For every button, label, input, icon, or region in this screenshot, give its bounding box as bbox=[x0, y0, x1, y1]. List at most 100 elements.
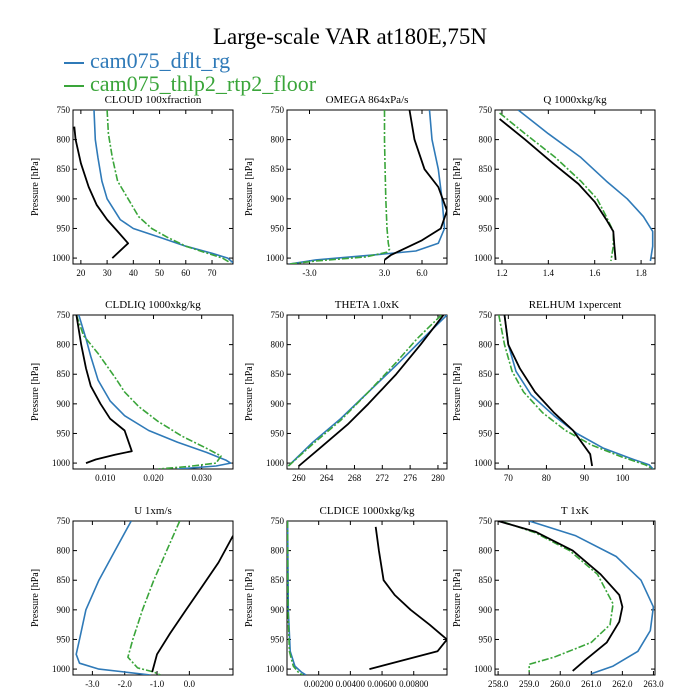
legend-swatch-thlp2 bbox=[64, 84, 84, 87]
y-tick-label: 750 bbox=[271, 516, 285, 526]
y-tick-label: 1000 bbox=[52, 253, 71, 263]
y-tick-label: 800 bbox=[479, 340, 493, 350]
legend-item-dflt: cam075_dflt_rg bbox=[64, 50, 230, 72]
series-line-dflt bbox=[93, 110, 233, 264]
x-tick-label: 264 bbox=[320, 473, 334, 483]
series-line-dflt bbox=[517, 110, 654, 262]
plot-frame bbox=[494, 520, 656, 676]
y-tick-label: 750 bbox=[479, 105, 493, 115]
chart-panel-7: U 1xm/s Pressure [hPa] 750 800 850 900 950 1000… bbox=[30, 505, 234, 689]
x-tick-label: 40 bbox=[129, 268, 139, 278]
x-tick-label: 0.00400 bbox=[336, 679, 366, 689]
y-tick-label: 800 bbox=[271, 340, 285, 350]
series-line-dflt bbox=[289, 110, 446, 264]
y-tick-label: 750 bbox=[57, 105, 71, 115]
plot-frame bbox=[494, 109, 656, 265]
y-axis-label: Pressure [hPa] bbox=[30, 158, 41, 216]
y-tick-label: 750 bbox=[271, 310, 285, 320]
series-line-dflt bbox=[78, 315, 232, 469]
x-tick-label: 260 bbox=[292, 473, 306, 483]
y-axis-label: Pressure [hPa] bbox=[452, 158, 463, 216]
legend-label-dflt: cam075_dflt_rg bbox=[90, 48, 231, 73]
y-axis-label: Pressure [hPa] bbox=[30, 569, 41, 627]
y-tick-label: 950 bbox=[271, 223, 285, 233]
chart-panel-4: CLDLIQ 1000xkg/kg Pressure [hPa] 750 800 850… bbox=[30, 299, 234, 483]
y-tick-label: 850 bbox=[57, 575, 71, 585]
y-tick-label: 950 bbox=[479, 634, 493, 644]
y-tick-label: 1000 bbox=[52, 458, 71, 468]
x-tick-label: 0.010 bbox=[95, 473, 116, 483]
series-line-thlp2 bbox=[106, 110, 231, 264]
y-tick-label: 850 bbox=[57, 369, 71, 379]
plot-frame bbox=[72, 109, 234, 265]
x-tick-label: 1.8 bbox=[635, 268, 647, 278]
plot-frame bbox=[286, 109, 448, 265]
y-tick-label: 900 bbox=[479, 399, 493, 409]
y-tick-label: 750 bbox=[271, 105, 285, 115]
x-tick-label: 259.0 bbox=[519, 679, 540, 689]
series-line-thlp2 bbox=[498, 315, 654, 469]
x-tick-label: 80 bbox=[542, 473, 552, 483]
x-tick-label: 100 bbox=[616, 473, 630, 483]
plot-frame bbox=[494, 314, 656, 470]
y-tick-label: 750 bbox=[479, 310, 493, 320]
chart-panel-5: THETA 1.0xK Pressure [hPa] 750 800 850 900 950… bbox=[244, 299, 448, 483]
legend-label-thlp2: cam075_thlp2_rtp2_floor bbox=[90, 71, 317, 96]
x-tick-label: 276 bbox=[403, 473, 417, 483]
series-line-dflt bbox=[287, 315, 447, 467]
y-tick-label: 750 bbox=[479, 516, 493, 526]
x-tick-label: 50 bbox=[155, 268, 165, 278]
x-tick-label: 261.0 bbox=[581, 679, 602, 689]
series-line-ref bbox=[75, 315, 133, 464]
x-tick-label: 6.0 bbox=[416, 268, 428, 278]
x-tick-label: 0.030 bbox=[192, 473, 213, 483]
chart-panel-1: CLOUD 100xfraction Pressure [hPa] 750 800 85… bbox=[30, 94, 234, 278]
x-tick-label: 60 bbox=[181, 268, 191, 278]
y-tick-label: 850 bbox=[271, 164, 285, 174]
chart-panel-3: Q 1000xkg/kg Pressure [hPa] 750 800 850 900 95… bbox=[452, 94, 656, 278]
x-tick-label: 268 bbox=[348, 473, 362, 483]
y-tick-label: 950 bbox=[479, 428, 493, 438]
series-line-ref bbox=[383, 110, 447, 261]
x-tick-label: 30 bbox=[103, 268, 113, 278]
y-tick-label: 900 bbox=[271, 399, 285, 409]
y-tick-label: 1000 bbox=[266, 664, 285, 674]
y-tick-label: 850 bbox=[479, 164, 493, 174]
x-tick-label: 1.4 bbox=[543, 268, 555, 278]
chart-panel-9: T 1xK Pressure [hPa] 750 800 850 900 950 1000 25… bbox=[452, 505, 664, 689]
y-tick-label: 950 bbox=[57, 428, 71, 438]
x-tick-label: 0.0 bbox=[184, 679, 196, 689]
x-tick-label: -3.0 bbox=[302, 268, 317, 278]
series-line-dflt bbox=[503, 315, 654, 469]
panel-title: T 1xK bbox=[561, 505, 589, 517]
plot-frame bbox=[72, 314, 234, 470]
x-tick-label: 90 bbox=[580, 473, 590, 483]
y-axis-label: Pressure [hPa] bbox=[244, 569, 255, 627]
series-line-thlp2 bbox=[287, 315, 442, 467]
y-axis-label: Pressure [hPa] bbox=[244, 158, 255, 216]
panel-title: Q 1000xkg/kg bbox=[543, 94, 607, 106]
x-tick-label: 3.0 bbox=[379, 268, 391, 278]
y-tick-label: 950 bbox=[57, 223, 71, 233]
x-tick-label: 1.6 bbox=[589, 268, 601, 278]
y-tick-label: 950 bbox=[271, 634, 285, 644]
y-tick-label: 850 bbox=[479, 575, 493, 585]
y-tick-label: 900 bbox=[57, 194, 71, 204]
x-tick-label: 0.020 bbox=[143, 473, 164, 483]
series-line-thlp2 bbox=[499, 112, 615, 262]
y-tick-label: 850 bbox=[271, 369, 285, 379]
plot-frame bbox=[286, 314, 448, 470]
series-line-ref bbox=[151, 535, 233, 673]
panel-title: THETA 1.0xK bbox=[335, 299, 400, 311]
series-line-dflt bbox=[75, 521, 151, 675]
series-line-ref bbox=[73, 126, 130, 259]
y-tick-label: 1000 bbox=[52, 664, 71, 674]
y-tick-label: 800 bbox=[57, 340, 71, 350]
y-tick-label: 950 bbox=[479, 223, 493, 233]
x-tick-label: 1.2 bbox=[496, 268, 507, 278]
panel-title: RELHUM 1xpercent bbox=[529, 299, 622, 311]
x-tick-label: -3.0 bbox=[85, 679, 100, 689]
y-axis-label: Pressure [hPa] bbox=[30, 363, 41, 421]
y-tick-label: 900 bbox=[479, 605, 493, 615]
